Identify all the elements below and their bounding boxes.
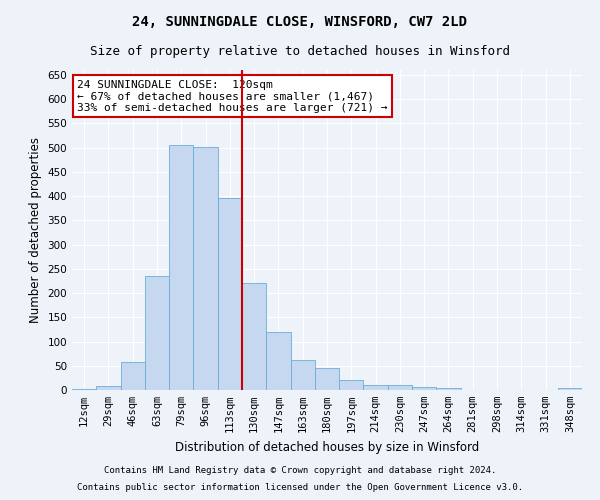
Bar: [72, 388, 96, 390]
Bar: [315, 368, 339, 390]
Text: Contains HM Land Registry data © Crown copyright and database right 2024.: Contains HM Land Registry data © Crown c…: [104, 466, 496, 475]
Bar: [266, 332, 290, 390]
Text: 24 SUNNINGDALE CLOSE:  120sqm
← 67% of detached houses are smaller (1,467)
33% o: 24 SUNNINGDALE CLOSE: 120sqm ← 67% of de…: [77, 80, 388, 113]
Bar: [193, 147, 218, 390]
Bar: [558, 388, 582, 390]
Bar: [121, 362, 145, 390]
Bar: [436, 388, 461, 390]
Text: 24, SUNNINGDALE CLOSE, WINSFORD, CW7 2LD: 24, SUNNINGDALE CLOSE, WINSFORD, CW7 2LD: [133, 15, 467, 29]
Bar: [290, 360, 315, 390]
Text: Size of property relative to detached houses in Winsford: Size of property relative to detached ho…: [90, 45, 510, 58]
Bar: [388, 385, 412, 390]
Bar: [96, 386, 121, 390]
Bar: [242, 283, 266, 390]
Bar: [339, 380, 364, 390]
Bar: [218, 198, 242, 390]
Text: Contains public sector information licensed under the Open Government Licence v3: Contains public sector information licen…: [77, 484, 523, 492]
Bar: [169, 144, 193, 390]
Y-axis label: Number of detached properties: Number of detached properties: [29, 137, 42, 323]
Bar: [364, 384, 388, 390]
X-axis label: Distribution of detached houses by size in Winsford: Distribution of detached houses by size …: [175, 440, 479, 454]
Bar: [412, 386, 436, 390]
Bar: [145, 276, 169, 390]
